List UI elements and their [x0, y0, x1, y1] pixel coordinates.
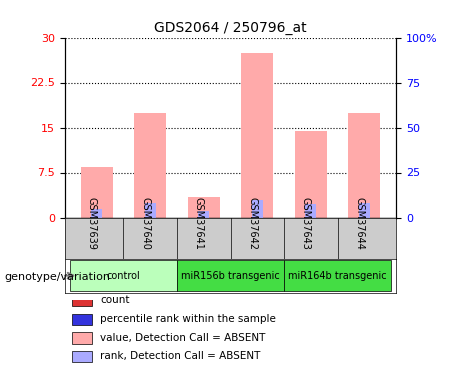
- FancyBboxPatch shape: [70, 260, 177, 291]
- Text: count: count: [100, 295, 130, 305]
- Bar: [306, 204, 316, 218]
- Text: GSM37643: GSM37643: [301, 197, 311, 250]
- FancyBboxPatch shape: [284, 260, 391, 291]
- Bar: [134, 112, 166, 218]
- Bar: [188, 196, 220, 217]
- Text: rank, Detection Call = ABSENT: rank, Detection Call = ABSENT: [100, 351, 260, 361]
- Text: genotype/variation: genotype/variation: [5, 273, 111, 282]
- FancyBboxPatch shape: [177, 260, 284, 291]
- Bar: [91, 209, 102, 218]
- Bar: [72, 295, 92, 306]
- Text: GSM37639: GSM37639: [87, 197, 97, 250]
- Bar: [81, 166, 113, 218]
- Text: percentile rank within the sample: percentile rank within the sample: [100, 314, 276, 324]
- Bar: [348, 112, 380, 218]
- Bar: [72, 351, 92, 362]
- Text: control: control: [106, 271, 140, 280]
- Bar: [359, 203, 370, 217]
- Bar: [241, 53, 273, 217]
- Bar: [72, 332, 92, 344]
- Text: miR164b transgenic: miR164b transgenic: [288, 271, 387, 280]
- Title: GDS2064 / 250796_at: GDS2064 / 250796_at: [154, 21, 307, 35]
- Text: GSM37644: GSM37644: [355, 197, 364, 250]
- Text: miR156b transgenic: miR156b transgenic: [181, 271, 280, 280]
- Bar: [198, 211, 209, 217]
- Text: value, Detection Call = ABSENT: value, Detection Call = ABSENT: [100, 333, 266, 342]
- Bar: [72, 314, 92, 325]
- Bar: [295, 130, 327, 218]
- Text: GSM37641: GSM37641: [194, 197, 204, 250]
- Bar: [252, 200, 263, 217]
- Text: GSM37642: GSM37642: [247, 197, 257, 250]
- Bar: [145, 203, 155, 217]
- Text: GSM37640: GSM37640: [140, 197, 150, 250]
